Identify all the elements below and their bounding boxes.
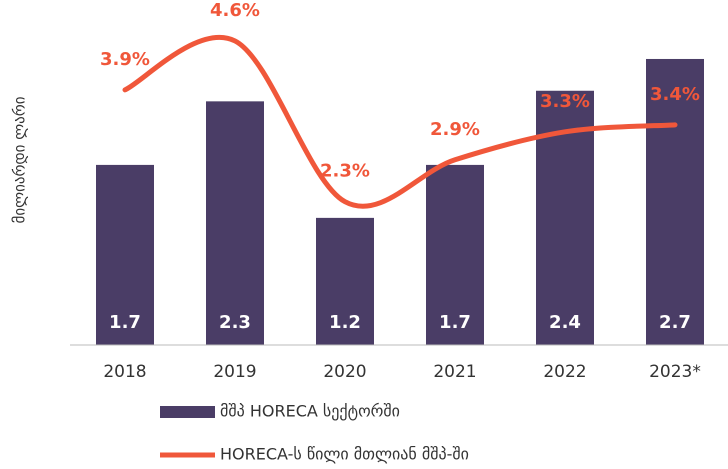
line (122, 35, 678, 209)
x-tick-label: 2019 (213, 362, 256, 382)
bar (96, 164, 154, 345)
y-axis-label: მილიარდი ლარი (11, 96, 29, 223)
x-tick-label: 2023* (649, 362, 701, 382)
bar (426, 164, 484, 345)
bar-value-label: 2.4 (549, 312, 581, 333)
bar-value-label: 2.3 (219, 312, 251, 333)
x-tick-label: 2022 (543, 362, 586, 382)
bar (316, 217, 374, 345)
bar (206, 101, 264, 345)
bar-value-label: 1.7 (439, 312, 471, 333)
bar-value-label: 1.7 (109, 312, 141, 333)
x-tick-label: 2018 (103, 362, 146, 382)
x-tick-label: 2021 (433, 362, 476, 382)
line-value-label: 3.4% (650, 84, 700, 105)
bar (646, 58, 704, 345)
line-value-label: 2.3% (320, 161, 370, 182)
bar-value-label: 1.2 (329, 312, 361, 333)
legend-label: მშპ HORECA სექტორში (220, 402, 400, 421)
legend-label: HORECA-ს წილი მთლიან მშპ-ში (220, 445, 469, 464)
x-tick-label: 2020 (323, 362, 366, 382)
bar-value-label: 2.7 (659, 312, 691, 333)
line-value-label: 3.9% (100, 49, 150, 70)
legend-swatch (160, 406, 215, 418)
line-value-label: 3.3% (540, 91, 590, 112)
line-value-label: 2.9% (430, 119, 480, 140)
line-value-label: 4.6% (210, 0, 260, 21)
